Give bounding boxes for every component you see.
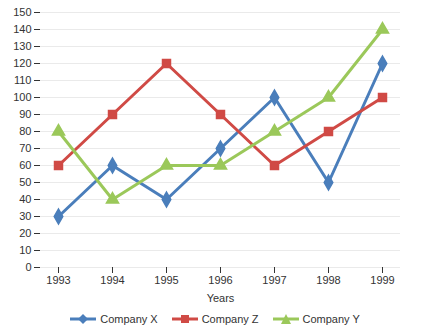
svg-text:30: 30	[19, 210, 31, 222]
svg-text:1997: 1997	[262, 274, 286, 286]
svg-text:50: 50	[19, 176, 31, 188]
svg-text:Years: Years	[207, 292, 235, 304]
html-text:Company X: Company X	[100, 313, 158, 325]
svg-text:90: 90	[19, 108, 31, 120]
svg-text:1995: 1995	[154, 274, 178, 286]
svg-text:1993: 1993	[46, 274, 70, 286]
svg-text:1998: 1998	[316, 274, 340, 286]
svg-text:0: 0	[25, 261, 31, 273]
html-text:Company Y: Company Y	[302, 313, 360, 325]
svg-text:110: 110	[14, 74, 32, 86]
svg-text:60: 60	[19, 159, 31, 171]
svg-text:100: 100	[13, 91, 31, 103]
svg-text:130: 130	[13, 40, 31, 52]
svg-text:140: 140	[13, 23, 31, 35]
svg-text:80: 80	[19, 125, 31, 137]
svg-text:1999: 1999	[370, 274, 394, 286]
html-text:Company Z: Company Z	[201, 313, 259, 325]
svg-text:70: 70	[19, 142, 31, 154]
svg-text:10: 10	[19, 244, 31, 256]
svg-text:40: 40	[19, 193, 31, 205]
svg-text:1996: 1996	[208, 274, 232, 286]
svg-text:20: 20	[19, 227, 31, 239]
svg-text:150: 150	[13, 6, 31, 18]
svg-text:120: 120	[13, 57, 31, 69]
svg-text:1994: 1994	[100, 274, 124, 286]
